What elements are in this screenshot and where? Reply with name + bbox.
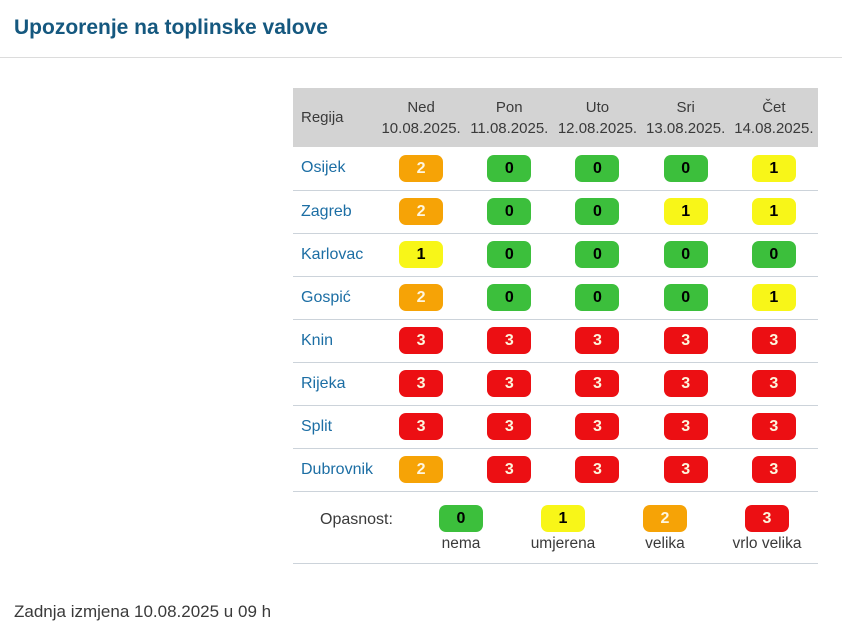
- table-row-dubrovnik: Dubrovnik 2 3 3 3 3: [293, 448, 818, 491]
- legend-item-label: vrlo velika: [732, 534, 802, 552]
- warning-level-badge: 0: [663, 284, 708, 311]
- legend-item-nema: 0 nema: [410, 492, 512, 563]
- warning-table: Regija Ned 10.08.2025. Pon 11.08.2025. U…: [293, 88, 818, 492]
- table-header-row: Regija Ned 10.08.2025. Pon 11.08.2025. U…: [293, 88, 818, 147]
- warning-level-badge: 3: [663, 456, 708, 483]
- column-header-pon: Pon 11.08.2025.: [465, 88, 554, 147]
- heat-wave-warning-page: Upozorenje na toplinske valove Regija Ne…: [0, 14, 842, 622]
- table-row-split: Split 3 3 3 3 3: [293, 405, 818, 448]
- region-link-gospic[interactable]: Gospić: [301, 288, 351, 306]
- warning-level-badge: 3: [487, 456, 532, 483]
- legend-badge-2: 2: [643, 504, 687, 532]
- warning-table-section: Regija Ned 10.08.2025. Pon 11.08.2025. U…: [293, 88, 818, 564]
- warning-level-badge: 0: [575, 198, 620, 225]
- table-row-osijek: Osijek 2 0 0 0 1: [293, 147, 818, 190]
- legend-item-label: velika: [645, 534, 685, 552]
- warning-level-badge: 1: [751, 198, 796, 225]
- warning-level-badge: 3: [663, 327, 708, 354]
- legend-badge-3: 3: [745, 504, 789, 532]
- warning-level-badge: 2: [399, 456, 444, 483]
- warning-level-badge: 0: [487, 198, 532, 225]
- warning-level-badge: 0: [487, 241, 532, 268]
- column-header-sri: Sri 13.08.2025.: [641, 88, 730, 147]
- warning-level-badge: 2: [399, 198, 444, 225]
- warning-level-badge: 3: [751, 327, 796, 354]
- warning-level-badge: 0: [575, 284, 620, 311]
- page-title: Upozorenje na toplinske valove: [14, 16, 328, 39]
- warning-level-badge: 1: [663, 198, 708, 225]
- warning-level-badge: 3: [487, 327, 532, 354]
- warning-level-badge: 3: [575, 370, 620, 397]
- legend: Opasnost: 0 nema 1 umjerena 2 velika 3 v…: [293, 492, 818, 564]
- legend-item-vrlo-velika: 3 vrlo velika: [716, 492, 818, 563]
- column-header-uto: Uto 12.08.2025.: [553, 88, 642, 147]
- day-name: Sri: [676, 98, 695, 116]
- day-name: Ned: [407, 98, 435, 116]
- region-link-knin[interactable]: Knin: [301, 331, 334, 349]
- warning-level-badge: 0: [751, 241, 796, 268]
- region-link-zagreb[interactable]: Zagreb: [301, 202, 352, 220]
- legend-badge-1: 1: [541, 504, 585, 532]
- day-date: 13.08.2025.: [646, 119, 726, 137]
- warning-level-badge: 0: [663, 154, 708, 182]
- warning-level-badge: 0: [487, 154, 532, 182]
- title-divider: [0, 57, 842, 58]
- legend-item-velika: 2 velika: [614, 492, 716, 563]
- table-row-karlovac: Karlovac 1 0 0 0 0: [293, 233, 818, 276]
- last-updated-note: Zadnja izmjena 10.08.2025 u 09 h: [14, 601, 272, 621]
- region-link-split[interactable]: Split: [301, 417, 333, 435]
- warning-level-badge: 3: [399, 413, 444, 440]
- warning-level-badge: 0: [575, 241, 620, 268]
- day-date: 11.08.2025.: [470, 119, 549, 137]
- region-link-karlovac[interactable]: Karlovac: [301, 245, 364, 263]
- warning-level-badge: 3: [751, 413, 796, 440]
- warning-level-badge: 0: [487, 284, 532, 311]
- warning-level-badge: 3: [487, 413, 532, 440]
- legend-badge-0: 0: [439, 504, 483, 532]
- warning-level-badge: 2: [399, 284, 444, 311]
- table-row-knin: Knin 3 3 3 3 3: [293, 319, 818, 362]
- legend-label: Opasnost:: [320, 510, 393, 528]
- warning-level-badge: 1: [399, 241, 444, 268]
- day-name: Pon: [495, 98, 523, 116]
- warning-level-badge: 3: [575, 456, 620, 483]
- warning-level-badge: 0: [663, 241, 708, 268]
- column-header-cet: Čet 14.08.2025.: [729, 88, 818, 147]
- column-header-region: Regija: [293, 88, 377, 147]
- warning-level-badge: 3: [751, 456, 796, 483]
- warning-level-badge: 0: [575, 154, 620, 182]
- region-link-dubrovnik[interactable]: Dubrovnik: [301, 460, 374, 478]
- warning-level-badge: 1: [751, 154, 796, 182]
- table-row-gospic: Gospić 2 0 0 0 1: [293, 276, 818, 319]
- warning-level-badge: 3: [663, 413, 708, 440]
- day-date: 10.08.2025.: [381, 119, 461, 137]
- warning-level-badge: 3: [575, 327, 620, 354]
- legend-item-label: nema: [441, 534, 481, 552]
- day-date: 12.08.2025.: [557, 119, 638, 137]
- legend-item-umjerena: 1 umjerena: [512, 492, 614, 563]
- table-row-zagreb: Zagreb 2 0 0 1 1: [293, 190, 818, 233]
- region-link-rijeka[interactable]: Rijeka: [301, 374, 346, 392]
- day-date: 14.08.2025.: [734, 119, 814, 137]
- warning-level-badge: 3: [663, 370, 708, 397]
- table-row-rijeka: Rijeka 3 3 3 3 3: [293, 362, 818, 405]
- day-name: Čet: [762, 98, 786, 116]
- warning-level-badge: 3: [487, 370, 532, 397]
- warning-level-badge: 3: [399, 327, 444, 354]
- warning-level-badge: 3: [399, 370, 444, 397]
- warning-level-badge: 2: [399, 154, 444, 182]
- region-link-osijek[interactable]: Osijek: [301, 159, 346, 177]
- column-header-ned: Ned 10.08.2025.: [377, 88, 466, 147]
- warning-level-badge: 3: [575, 413, 620, 440]
- legend-item-label: umjerena: [530, 534, 596, 552]
- warning-level-badge: 3: [751, 370, 796, 397]
- warning-level-badge: 1: [751, 284, 796, 311]
- day-name: Uto: [585, 98, 610, 116]
